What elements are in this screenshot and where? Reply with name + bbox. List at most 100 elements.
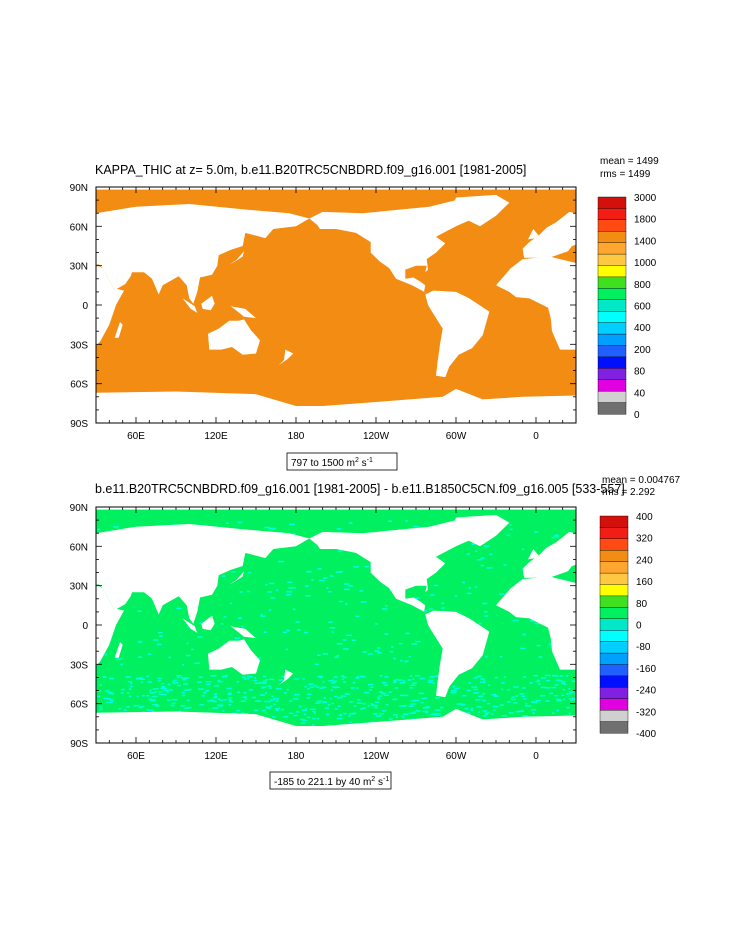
speckle-cell bbox=[129, 682, 133, 685]
speckle-cell bbox=[336, 643, 343, 645]
speckle-cell bbox=[562, 689, 566, 691]
speckle-cell bbox=[379, 713, 384, 715]
speckle-cell bbox=[301, 709, 307, 712]
speckle-cell bbox=[301, 722, 306, 724]
speckle-cell bbox=[377, 652, 382, 654]
speckle-cell bbox=[561, 694, 565, 697]
speckle-cell bbox=[212, 700, 216, 702]
speckle-cell bbox=[480, 681, 483, 683]
speckle-cell bbox=[545, 700, 550, 702]
speckle-cell bbox=[375, 623, 378, 625]
speckle-cell bbox=[231, 712, 237, 714]
speckle-cell bbox=[333, 680, 338, 683]
speckle-cell bbox=[394, 687, 398, 689]
speckle-cell bbox=[414, 597, 420, 599]
speckle-cell bbox=[370, 686, 374, 688]
colorbar-swatch bbox=[599, 572, 629, 585]
speckle-cell bbox=[356, 702, 363, 704]
speckle-cell bbox=[523, 698, 527, 700]
speckle-cell bbox=[207, 700, 213, 702]
speckle-cell bbox=[359, 675, 365, 678]
speckle-cell bbox=[408, 655, 411, 658]
colorbar-tick-label: -240 bbox=[636, 686, 656, 697]
speckle-cell bbox=[428, 679, 434, 682]
speckle-cell bbox=[141, 681, 144, 683]
speckle-cell bbox=[105, 690, 110, 692]
speckle-cell bbox=[109, 699, 114, 702]
speckle-cell bbox=[536, 644, 541, 647]
speckle-cell bbox=[323, 697, 326, 699]
speckle-cell bbox=[260, 694, 266, 696]
speckle-cell bbox=[149, 689, 152, 692]
land-polygon bbox=[230, 306, 256, 319]
colorbar-swatch bbox=[599, 595, 629, 608]
speckle-cell bbox=[395, 679, 400, 681]
speckle-cell bbox=[480, 678, 485, 680]
speckle-cell bbox=[97, 528, 101, 531]
speckle-cell bbox=[480, 557, 485, 560]
speckle-cell bbox=[348, 522, 353, 524]
land-polygon bbox=[528, 549, 539, 560]
speckle-cell bbox=[169, 689, 173, 691]
speckle-cell bbox=[533, 674, 538, 677]
panel-top-range-box: 797 to 1500 m2 s-1 bbox=[286, 452, 398, 471]
speckle-cell bbox=[298, 705, 302, 708]
speckle-cell bbox=[149, 699, 156, 702]
longitude-tick-label: 60W bbox=[446, 431, 467, 442]
speckle-cell bbox=[175, 682, 179, 684]
land-polygon bbox=[182, 298, 198, 313]
speckle-cell bbox=[539, 694, 546, 697]
speckle-cell bbox=[110, 693, 115, 695]
speckle-cell bbox=[286, 629, 291, 632]
speckle-cell bbox=[436, 713, 441, 715]
speckle-cell bbox=[381, 608, 388, 610]
speckle-cell bbox=[392, 698, 398, 701]
speckle-cell bbox=[283, 692, 288, 694]
speckle-cell bbox=[512, 619, 519, 622]
speckle-cell bbox=[270, 705, 273, 707]
speckle-cell bbox=[415, 640, 421, 643]
speckle-cell bbox=[353, 566, 359, 568]
speckle-cell bbox=[304, 708, 308, 710]
speckle-cell bbox=[141, 695, 145, 697]
speckle-cell bbox=[96, 690, 102, 692]
latitude-tick-label: 30S bbox=[70, 340, 88, 351]
speckle-cell bbox=[478, 695, 482, 698]
speckle-cell bbox=[515, 711, 521, 713]
speckle-cell bbox=[334, 708, 338, 710]
speckle-cell bbox=[306, 570, 311, 573]
land-polygon bbox=[453, 514, 510, 547]
speckle-cell bbox=[323, 577, 328, 579]
land-polygon bbox=[96, 708, 576, 743]
panel-bottom-colorbar: 400 320 240 160 80 0 -80 -160 -240 -320 -400 bbox=[599, 512, 656, 740]
colorbar-swatch bbox=[597, 196, 627, 209]
speckle-cell bbox=[261, 709, 266, 712]
speckle-cell bbox=[171, 698, 175, 701]
speckle-cell bbox=[264, 700, 267, 703]
speckle-cell bbox=[487, 702, 491, 705]
speckle-cell bbox=[501, 688, 504, 691]
speckle-cell bbox=[217, 679, 221, 682]
speckle-cell bbox=[282, 631, 288, 634]
land-polygon bbox=[114, 642, 123, 658]
speckle-cell bbox=[281, 708, 284, 711]
speckle-cell bbox=[106, 701, 112, 704]
speckle-cell bbox=[474, 586, 478, 588]
speckle-cell bbox=[329, 697, 332, 700]
speckle-cell bbox=[565, 675, 569, 677]
colorbar-swatch bbox=[597, 368, 627, 381]
speckle-cell bbox=[393, 679, 396, 682]
speckle-cell bbox=[388, 718, 393, 720]
panel-top-land-mask bbox=[96, 194, 576, 423]
land-polygon bbox=[230, 626, 256, 639]
land-polygon bbox=[528, 229, 539, 240]
speckle-cell bbox=[563, 683, 567, 686]
speckle-cell bbox=[369, 689, 372, 691]
colorbar-swatch bbox=[597, 379, 627, 392]
speckle-cell bbox=[174, 679, 177, 682]
speckle-cell bbox=[501, 715, 507, 717]
speckle-cell bbox=[151, 695, 158, 698]
speckle-cell bbox=[409, 687, 414, 689]
speckle-cell bbox=[535, 700, 541, 702]
speckle-cell bbox=[381, 682, 387, 684]
